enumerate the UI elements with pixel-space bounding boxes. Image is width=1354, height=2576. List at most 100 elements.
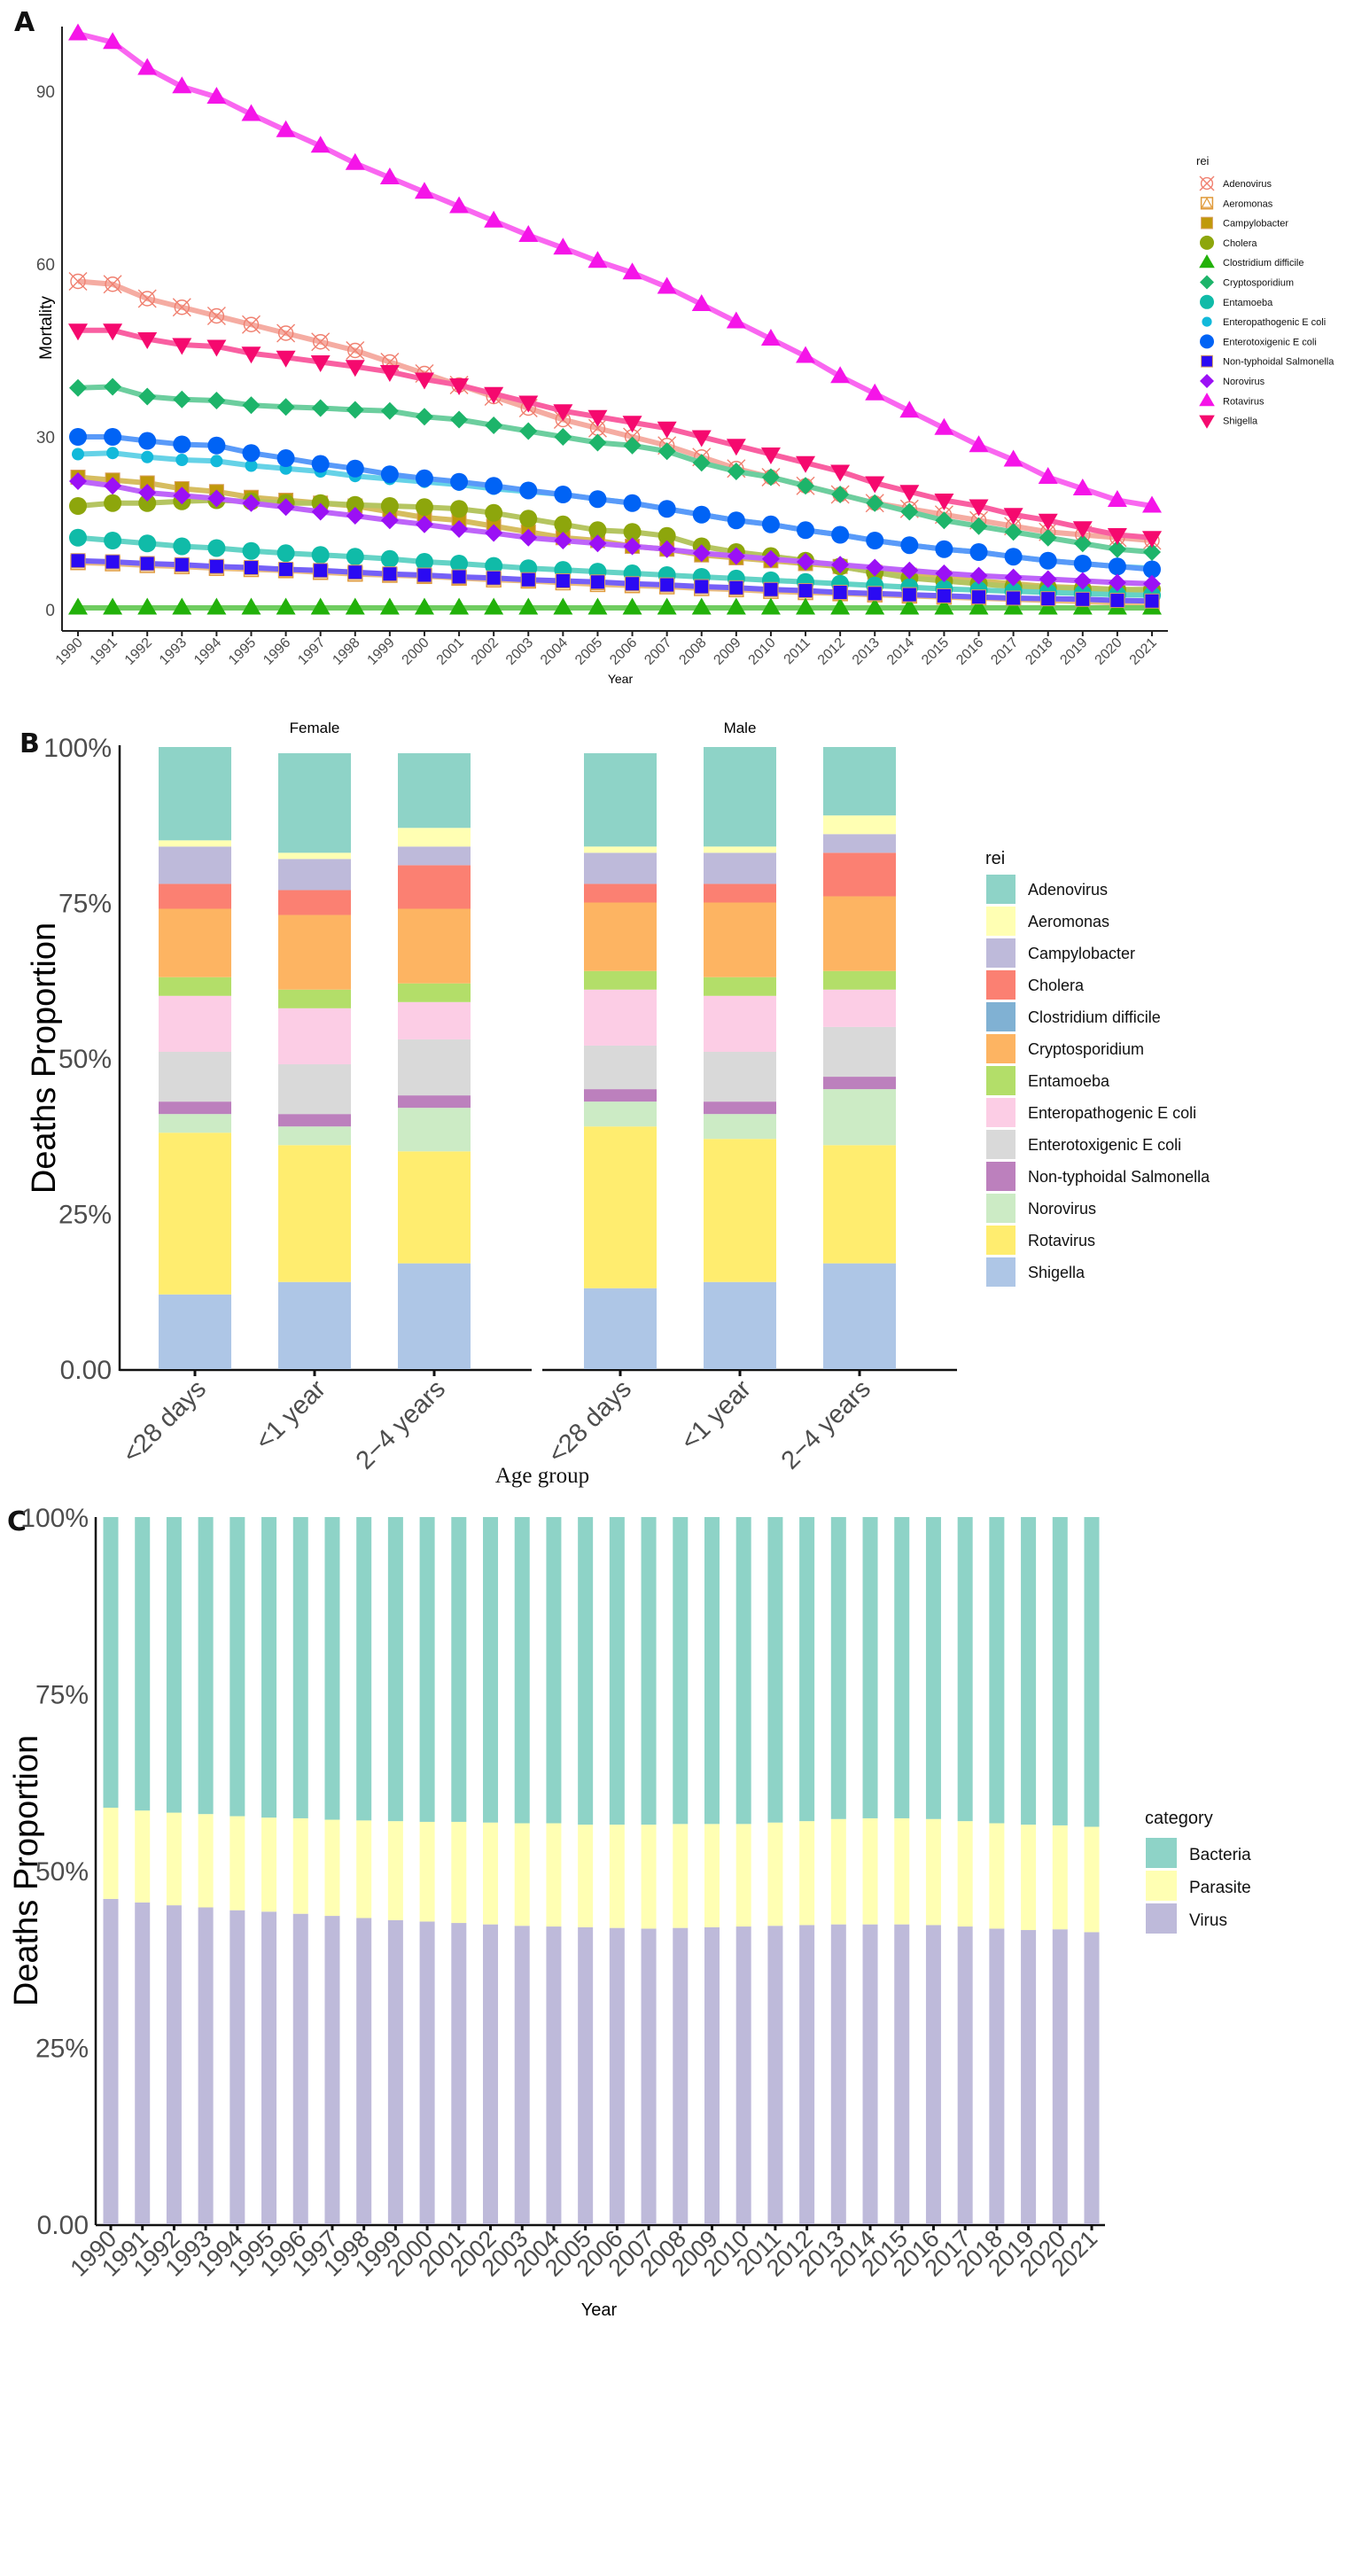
point-adenovirus bbox=[103, 275, 122, 294]
point-non-typhoidal-salmonella bbox=[243, 560, 259, 576]
bar-2010 bbox=[735, 1517, 751, 2224]
segment-parasite bbox=[735, 1824, 751, 1927]
panel-b-label: B bbox=[19, 728, 40, 759]
point-rotavirus bbox=[830, 366, 851, 384]
segment-bacteria bbox=[799, 1517, 815, 1822]
legend-item-shigella: Shigella bbox=[1199, 415, 1258, 429]
segment-non-typhoidal-salmonella bbox=[823, 1077, 896, 1090]
legend-item-non-typhoidal-salmonella: Non-typhoidal Salmonella bbox=[986, 1162, 1210, 1191]
point-clostridium-difficile bbox=[726, 597, 746, 615]
point-enterotoxigenic-e-coli bbox=[588, 490, 607, 509]
legend-item-adenovirus: Adenovirus bbox=[986, 875, 1108, 904]
point-clostridium-difficile bbox=[1003, 597, 1023, 615]
legend-label: Shigella bbox=[1028, 1264, 1086, 1281]
x-tick-label: <28 days bbox=[118, 1374, 212, 1468]
bar-1996 bbox=[292, 1517, 308, 2224]
segment-bacteria bbox=[989, 1517, 1005, 1824]
point-clostridium-difficile bbox=[241, 597, 261, 615]
bar-2002 bbox=[483, 1517, 499, 2224]
point-non-typhoidal-salmonella bbox=[1109, 593, 1125, 609]
segment-virus bbox=[862, 1924, 878, 2224]
point-non-typhoidal-salmonella bbox=[625, 576, 641, 592]
legend-label: Bacteria bbox=[1189, 1846, 1251, 1864]
bar-1994 bbox=[230, 1517, 245, 2224]
point-non-typhoidal-salmonella bbox=[208, 558, 224, 574]
x-tick-label: 2−4 years bbox=[776, 1374, 876, 1475]
segment-bacteria bbox=[1084, 1517, 1100, 1827]
point-enteropathogenic-e-coli bbox=[175, 454, 189, 466]
point-cholera bbox=[138, 494, 157, 512]
point-shigella bbox=[553, 404, 573, 422]
bar-2000 bbox=[419, 1517, 435, 2224]
segment-norovirus bbox=[159, 1114, 231, 1133]
point-cholera bbox=[485, 503, 503, 522]
point-non-typhoidal-salmonella bbox=[486, 570, 502, 586]
point-norovirus bbox=[1073, 572, 1092, 590]
segment-rotavirus bbox=[584, 1126, 657, 1288]
legend-key-cholera bbox=[1200, 235, 1214, 250]
point-non-typhoidal-salmonella bbox=[971, 589, 987, 605]
x-tick-label: 2009 bbox=[711, 635, 743, 668]
segment-virus bbox=[894, 1924, 910, 2224]
point-cryptosporidium bbox=[138, 387, 157, 406]
point-norovirus bbox=[727, 547, 745, 565]
legend-label: Adenovirus bbox=[1028, 881, 1108, 899]
point-rotavirus bbox=[934, 417, 954, 435]
point-norovirus bbox=[519, 528, 538, 547]
point-rotavirus bbox=[310, 136, 331, 153]
point-enterotoxigenic-e-coli bbox=[1143, 560, 1161, 579]
point-cryptosporidium bbox=[104, 377, 122, 396]
point-non-typhoidal-salmonella bbox=[105, 554, 121, 570]
legend-swatch-bacteria bbox=[1146, 1838, 1177, 1868]
point-shigella bbox=[414, 372, 434, 390]
y-tick-label: 60 bbox=[36, 256, 55, 275]
segment-parasite bbox=[673, 1824, 689, 1928]
segment-cholera bbox=[704, 883, 776, 903]
bar-female-1-year bbox=[278, 753, 351, 1369]
bar-2007 bbox=[641, 1517, 657, 2224]
segment-parasite bbox=[292, 1817, 308, 1914]
segment-bacteria bbox=[261, 1517, 277, 1818]
y-axis-title: Deaths Proportion bbox=[8, 1735, 45, 2006]
point-norovirus bbox=[797, 553, 815, 572]
point-non-typhoidal-salmonella bbox=[798, 583, 813, 599]
legend-item-parasite: Parasite bbox=[1146, 1871, 1251, 1901]
legend-item-enterotoxigenic-e-coli: Enterotoxigenic E coli bbox=[1200, 334, 1317, 349]
point-non-typhoidal-salmonella bbox=[589, 574, 605, 590]
point-non-typhoidal-salmonella bbox=[1040, 591, 1056, 607]
legend-title: rei bbox=[985, 849, 1005, 868]
legend-swatch-norovirus bbox=[986, 1194, 1016, 1223]
point-enterotoxigenic-e-coli bbox=[380, 465, 399, 484]
bar-2020 bbox=[1052, 1517, 1068, 2224]
legend-item-cholera: Cholera bbox=[986, 970, 1085, 1000]
segment-shigella bbox=[584, 1288, 657, 1369]
legend-item-cryptosporidium: Cryptosporidium bbox=[1200, 275, 1294, 290]
point-clostridium-difficile bbox=[137, 597, 158, 615]
point-norovirus bbox=[242, 494, 261, 512]
point-clostridium-difficile bbox=[310, 597, 331, 615]
point-rotavirus bbox=[588, 251, 608, 268]
legend-key-adenovirus bbox=[1199, 175, 1215, 191]
point-clostridium-difficile bbox=[899, 597, 920, 615]
point-shigella bbox=[969, 499, 989, 517]
y-tick-label: 90 bbox=[36, 83, 55, 102]
bar-2008 bbox=[673, 1517, 689, 2224]
point-entamoeba bbox=[276, 544, 295, 563]
segment-virus bbox=[641, 1928, 657, 2224]
legend-label: Clostridium difficile bbox=[1028, 1008, 1161, 1026]
segment-parasite bbox=[704, 1824, 720, 1927]
x-tick-label: 2015 bbox=[919, 635, 952, 668]
segment-virus bbox=[1021, 1930, 1037, 2224]
series-norovirus bbox=[69, 472, 1161, 593]
bar-2012 bbox=[799, 1517, 815, 2224]
point-entamoeba bbox=[207, 539, 226, 557]
segment-virus bbox=[609, 1927, 625, 2224]
x-tick-label: 2019 bbox=[1057, 635, 1090, 668]
point-norovirus bbox=[276, 498, 295, 517]
segment-parasite bbox=[387, 1821, 403, 1920]
segment-parasite bbox=[514, 1823, 530, 1926]
point-enterotoxigenic-e-coli bbox=[900, 536, 919, 555]
point-cryptosporidium bbox=[900, 502, 919, 521]
bar-2001 bbox=[451, 1517, 467, 2224]
